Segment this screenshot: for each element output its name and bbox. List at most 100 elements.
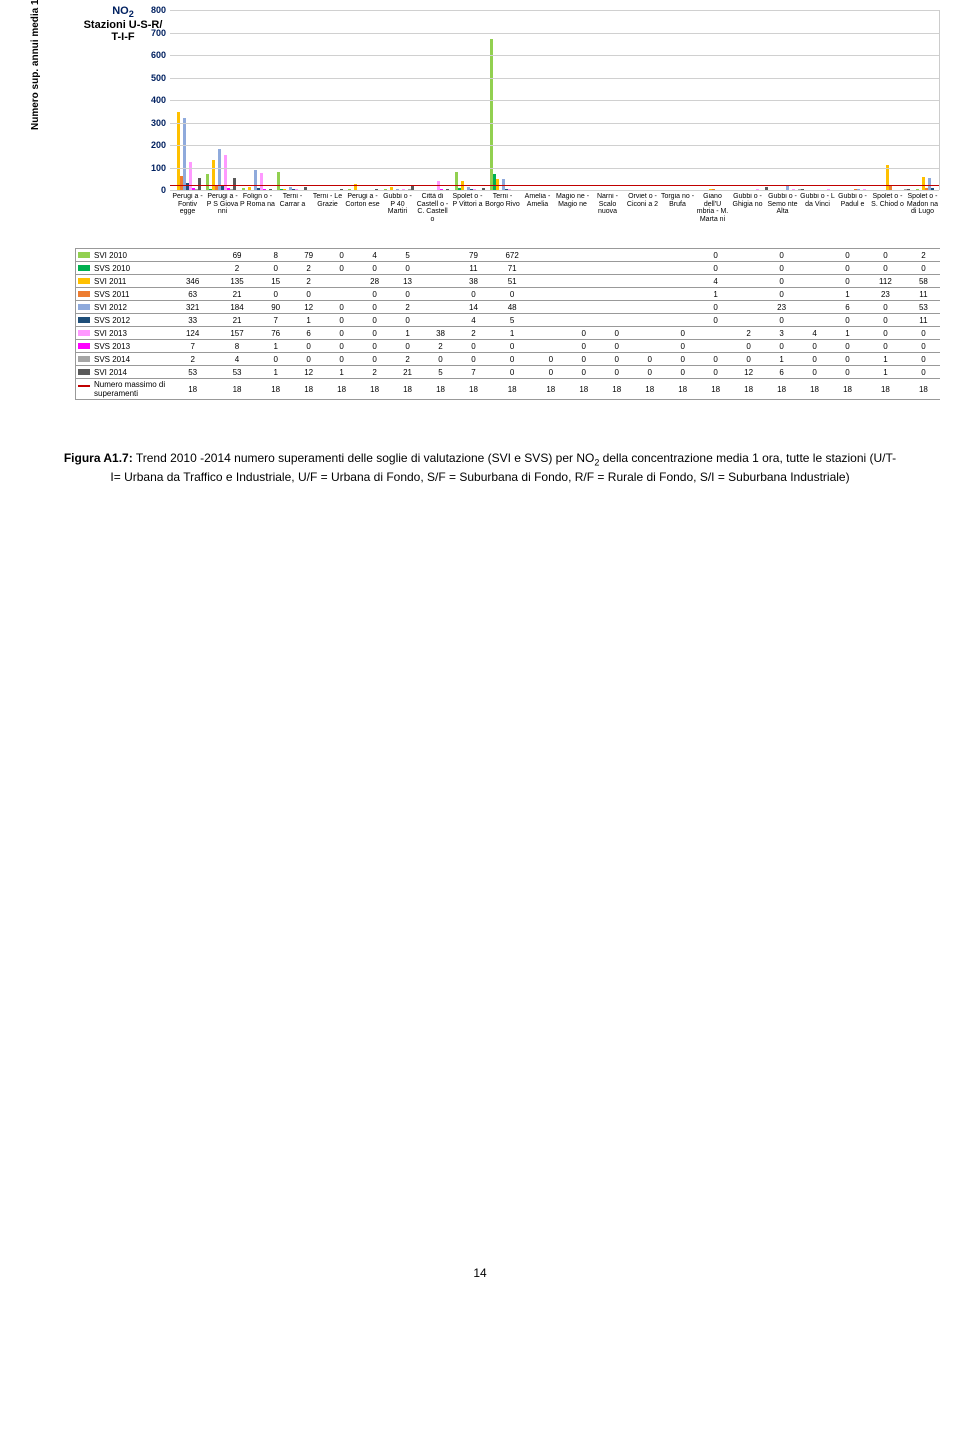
data-table: SVI 2010698790457967200002SVS 2010202000… — [75, 248, 940, 400]
data-cell: 0 — [600, 353, 633, 366]
x-axis-label: Giano dell'U mbria - M. Marta ni — [695, 193, 730, 248]
data-cell: 18 — [699, 379, 732, 400]
gridline — [170, 168, 939, 169]
data-cell: 8 — [215, 340, 259, 353]
data-cell: 11 — [457, 262, 490, 275]
data-cell: 53 — [171, 366, 215, 379]
data-cell: 18 — [292, 379, 325, 400]
data-cell: 0 — [457, 288, 490, 301]
data-cell: 6 — [831, 301, 864, 314]
x-axis-label: Terni - Carrar a — [275, 193, 310, 248]
data-cell: 4 — [699, 275, 732, 288]
data-cell: 11 — [907, 314, 940, 327]
data-cell: 6 — [292, 327, 325, 340]
x-axis-label: Gubbi o - Semo nte Alta — [765, 193, 800, 248]
data-cell: 0 — [358, 327, 391, 340]
data-cell: 0 — [798, 353, 831, 366]
data-cell: 53 — [907, 301, 940, 314]
x-axis-label: Spolet o - P Vittori a — [450, 193, 485, 248]
data-cell: 0 — [765, 275, 798, 288]
y-tick-label: 100 — [144, 163, 166, 173]
series-label-cell: SVS 2013 — [76, 340, 171, 353]
data-cell: 0 — [765, 288, 798, 301]
data-cell: 2 — [292, 275, 325, 288]
data-cell: 18 — [171, 379, 215, 400]
data-cell — [732, 301, 765, 314]
data-cell: 0 — [600, 340, 633, 353]
data-cell: 18 — [732, 379, 765, 400]
page-number: 14 — [20, 1266, 940, 1280]
data-cell: 0 — [325, 327, 358, 340]
data-cell: 0 — [490, 288, 534, 301]
figure-caption: Figura A1.7: Trend 2010 -2014 numero sup… — [20, 450, 940, 486]
data-cell — [600, 249, 633, 262]
data-cell: 5 — [490, 314, 534, 327]
data-cell: 7 — [259, 314, 292, 327]
data-cell — [732, 262, 765, 275]
data-cell: 0 — [633, 366, 666, 379]
data-cell: 2 — [424, 340, 457, 353]
data-cell — [424, 288, 457, 301]
data-cell: 1 — [325, 366, 358, 379]
data-cell — [567, 314, 600, 327]
data-cell: 0 — [864, 249, 907, 262]
x-axis-label: Perugi a - Fontiv egge — [170, 193, 205, 248]
data-cell: 0 — [831, 249, 864, 262]
data-cell: 4 — [457, 314, 490, 327]
data-cell: 0 — [325, 340, 358, 353]
data-cell — [798, 301, 831, 314]
data-cell: 23 — [864, 288, 907, 301]
data-cell: 18 — [391, 379, 424, 400]
data-cell — [732, 275, 765, 288]
legend-swatch — [78, 369, 90, 375]
data-cell: 14 — [457, 301, 490, 314]
data-cell: 7 — [171, 340, 215, 353]
data-cell: 90 — [259, 301, 292, 314]
y-tick-label: 600 — [144, 50, 166, 60]
data-cell: 0 — [325, 314, 358, 327]
data-cell: 0 — [831, 366, 864, 379]
x-axis-label: Torgia no - Brufa — [660, 193, 695, 248]
data-cell — [798, 314, 831, 327]
series-label-cell: SVS 2011 — [76, 288, 171, 301]
x-axis-label: Gubbi o - L da Vinci — [800, 193, 835, 248]
data-cell: 2 — [391, 301, 424, 314]
data-cell: 53 — [215, 366, 259, 379]
data-cell: 0 — [391, 262, 424, 275]
data-cell: 5 — [424, 366, 457, 379]
data-cell: 0 — [358, 340, 391, 353]
data-cell: 0 — [358, 301, 391, 314]
legend-swatch — [78, 265, 90, 271]
data-cell: 0 — [864, 301, 907, 314]
data-cell: 0 — [358, 314, 391, 327]
data-cell: 0 — [864, 340, 907, 353]
data-cell: 0 — [699, 301, 732, 314]
data-cell — [534, 314, 567, 327]
data-cell — [798, 249, 831, 262]
data-cell — [666, 249, 699, 262]
data-cell: 18 — [358, 379, 391, 400]
x-axis-label: Spolet o - Madon na di Lugo — [905, 193, 940, 248]
data-cell: 672 — [490, 249, 534, 262]
data-cell: 0 — [292, 340, 325, 353]
data-cell — [732, 288, 765, 301]
data-cell: 0 — [765, 314, 798, 327]
data-cell: 18 — [831, 379, 864, 400]
data-cell: 12 — [732, 366, 765, 379]
data-cell: 38 — [457, 275, 490, 288]
legend-swatch — [78, 330, 90, 336]
table-row: SVI 20131241577660013821000234100 — [76, 327, 941, 340]
data-cell: 18 — [765, 379, 798, 400]
y-tick-label: 200 — [144, 140, 166, 150]
table-row: SVS 2010202000117100000 — [76, 262, 941, 275]
data-cell — [666, 301, 699, 314]
data-cell — [534, 340, 567, 353]
gridline — [170, 10, 939, 11]
data-cell — [534, 327, 567, 340]
legend-swatch — [78, 304, 90, 310]
y-axis-title: Numero sup. annui media 1H — [30, 0, 41, 130]
data-cell: 112 — [864, 275, 907, 288]
x-axis-label: Folign o - P Roma na — [240, 193, 275, 248]
x-axis-label: Perugi a - Corton ese — [345, 193, 380, 248]
data-cell — [633, 314, 666, 327]
